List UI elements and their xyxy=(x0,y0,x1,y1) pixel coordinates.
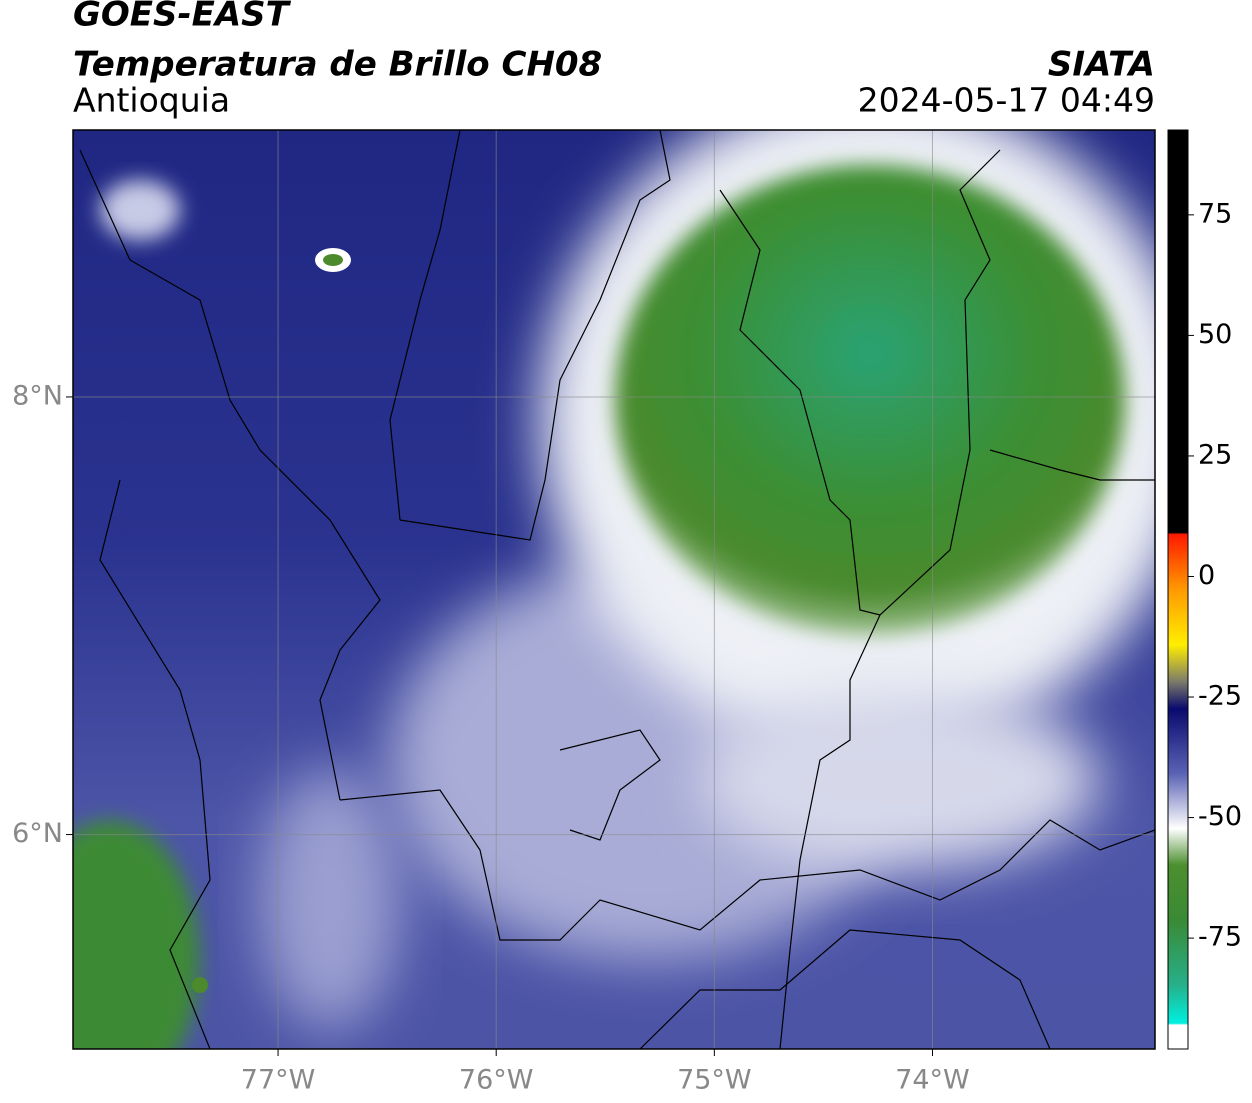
colorbar-tick-label: -50 xyxy=(1198,801,1242,832)
colorbar-tick-label: 75 xyxy=(1198,198,1232,229)
grid xyxy=(66,130,1155,1056)
colorbar-tick-label: 0 xyxy=(1198,560,1215,591)
map-image xyxy=(73,130,1155,1049)
colorbar-tick-label: -25 xyxy=(1198,681,1242,712)
x-tick-label: 75°W xyxy=(677,1065,752,1096)
region: Antioquia xyxy=(73,81,230,120)
datetime: 2024-05-17 04:49 xyxy=(858,81,1155,120)
colorbar xyxy=(1167,129,1189,1050)
x-tick-label: 76°W xyxy=(459,1065,534,1096)
y-tick-label: 8°N xyxy=(12,380,63,411)
colorbar-tick-label: 50 xyxy=(1198,319,1232,350)
colorbar-tick-label: 25 xyxy=(1198,439,1232,470)
subtitle: Temperatura de Brillo CH08 xyxy=(73,45,602,85)
y-tick-label: 6°N xyxy=(12,818,63,849)
map-frame xyxy=(72,129,1156,1050)
title: GOES-EAST xyxy=(73,0,292,35)
x-tick-label: 77°W xyxy=(241,1065,316,1096)
colorbar-tick-label: -75 xyxy=(1198,922,1242,953)
x-tick-label: 74°W xyxy=(895,1065,970,1096)
source: SIATA xyxy=(1048,45,1155,85)
